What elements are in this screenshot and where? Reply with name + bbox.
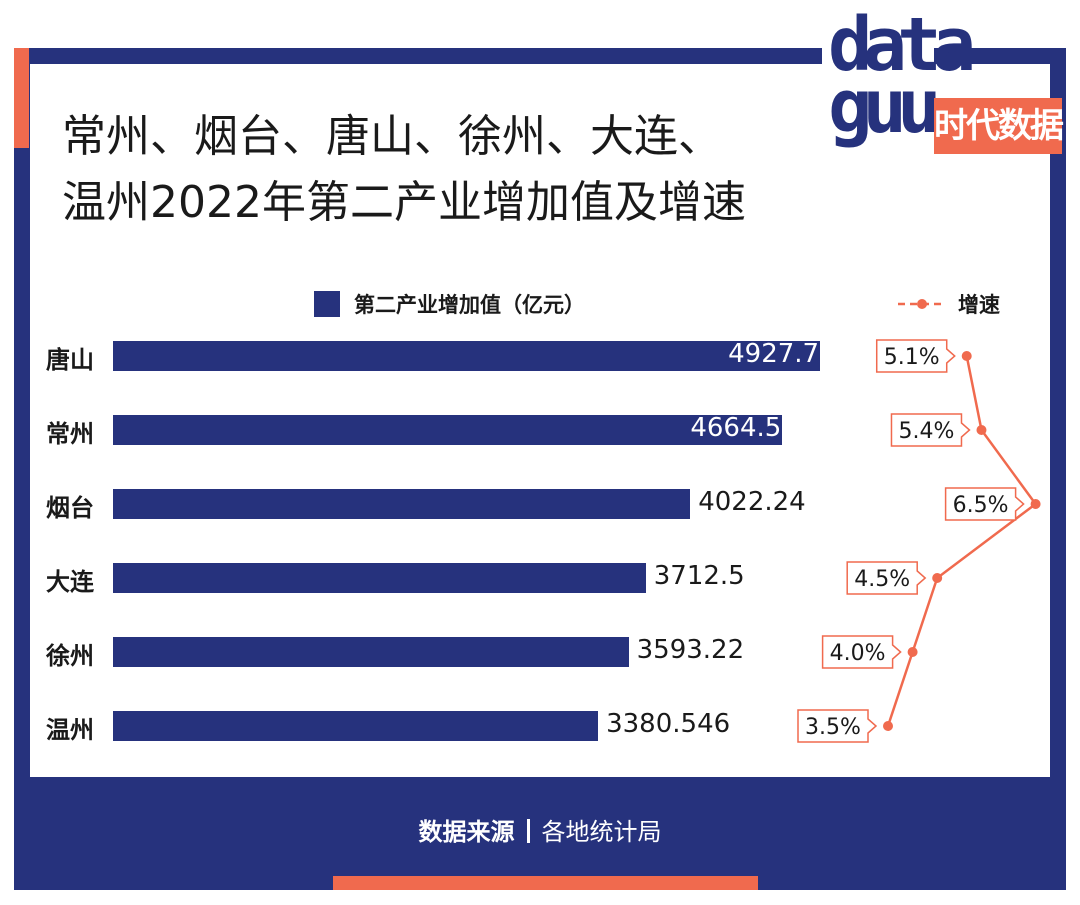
speed-marker [1030, 499, 1041, 509]
speed-marker [961, 351, 972, 361]
category-label: 温州 [46, 716, 94, 744]
speed-value-label: 5.1% [884, 345, 940, 370]
speed-label-box [821, 635, 902, 669]
source-label: 数据来源 [418, 818, 515, 846]
speed-value-label: 6.5% [953, 493, 1009, 518]
speed-point: 5.4% [890, 413, 987, 447]
bottom-accent [333, 876, 758, 890]
source-separator [526, 819, 530, 843]
accent-strip [14, 48, 29, 148]
legend-line-label: 增速 [958, 293, 1000, 317]
speed-label-box [944, 487, 1025, 521]
source-value: 各地统计局 [541, 818, 662, 846]
logo-tag: 时代数据 [934, 98, 1064, 154]
category-label: 常州 [46, 420, 94, 448]
category-label: 大连 [46, 568, 94, 596]
bar-value-label: 3380.546 [606, 709, 731, 739]
bar-value-label: 4664.5 [690, 413, 782, 443]
bar [113, 415, 783, 445]
category-label: 唐山 [46, 346, 94, 374]
legend-line-marker [898, 299, 946, 309]
speed-marker [932, 573, 943, 583]
speed-marker [907, 647, 918, 657]
legend-bar-label: 第二产业增加值（亿元） [354, 293, 585, 317]
brand-logo: data guu 时代数据 [822, 8, 1064, 164]
category-label: 烟台 [46, 494, 94, 522]
bar-value-label: 3593.22 [636, 635, 745, 665]
bar [113, 489, 691, 519]
chart-title-line-1: 常州、烟台、唐山、徐州、大连、 [62, 111, 722, 162]
category-label: 徐州 [46, 642, 94, 670]
source-note: 数据来源 各地统计局 [0, 812, 1080, 847]
speed-point: 3.5% [797, 709, 893, 743]
bar-value-label: 4927.7 [728, 339, 820, 369]
bar-value-label: 4022.24 [698, 487, 806, 517]
bar [113, 563, 646, 593]
chart-title-line-2: 温州2022年第二产业增加值及增速 [62, 177, 746, 228]
speed-label-box [846, 561, 927, 595]
speed-label-box [797, 709, 878, 743]
speed-value-label: 4.0% [830, 641, 886, 666]
logo-background [822, 14, 934, 164]
speed-series-line [886, 355, 1038, 727]
speed-point: 4.5% [846, 561, 943, 595]
bar [113, 711, 599, 741]
speed-value-label: 4.5% [854, 567, 910, 592]
bar [113, 637, 629, 667]
speed-point: 6.5% [944, 487, 1041, 521]
speed-label-box [875, 339, 956, 373]
speed-value-label: 5.4% [899, 419, 955, 444]
speed-point: 5.1% [875, 339, 972, 373]
bar-value-label: 3712.5 [653, 561, 745, 591]
speed-marker [976, 425, 987, 435]
speed-point: 4.0% [821, 635, 918, 669]
bar [113, 341, 821, 371]
speed-value-label: 3.5% [805, 715, 861, 740]
legend-bar-swatch [314, 291, 340, 317]
speed-label-box [890, 413, 971, 447]
speed-marker [883, 721, 893, 731]
